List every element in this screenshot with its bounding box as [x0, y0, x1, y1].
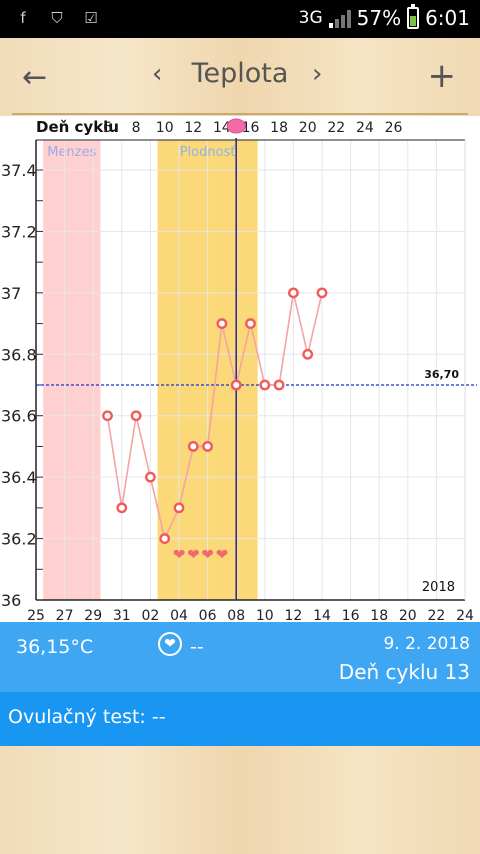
- temperature-point: [187, 441, 199, 452]
- y-tick-label: 36.8: [1, 345, 37, 364]
- x-date-label: 02: [141, 608, 159, 622]
- x-date-label: 25: [27, 608, 45, 622]
- temperature-point: [159, 533, 171, 544]
- heart-value: --: [190, 636, 204, 658]
- y-tick-label: 37.2: [1, 222, 37, 241]
- battery-percent: 57%: [356, 6, 402, 30]
- x-date-label: 06: [199, 608, 217, 622]
- cycle-tick-label: 22: [327, 120, 345, 136]
- add-entry-button[interactable]: +: [427, 56, 457, 96]
- battery-icon: [407, 4, 420, 29]
- cycle-tick-label: 18: [270, 120, 288, 136]
- x-date-label: 14: [313, 608, 331, 622]
- heart-icon[interactable]: ❤: [158, 632, 182, 656]
- temperature-point: [173, 502, 185, 514]
- status-bar: f ⛉ ☑ 3G 57% 6:01: [0, 0, 480, 38]
- y-tick-label: 36.6: [1, 407, 37, 426]
- cycle-tick-label: 12: [184, 120, 202, 136]
- temperature-point: [216, 318, 228, 329]
- back-arrow-icon[interactable]: ←: [22, 60, 48, 95]
- year-label: 2018: [422, 580, 455, 595]
- cycle-header-label: Deň cyklu: [36, 118, 119, 136]
- temperature-point: [259, 379, 271, 391]
- temperature-point: [302, 348, 314, 360]
- y-tick-label: 36.2: [1, 530, 37, 549]
- cycle-tick-label: 6: [103, 120, 112, 136]
- temperature-point: [116, 502, 128, 514]
- page-title: Teplota: [191, 58, 289, 89]
- temperature-point: [102, 410, 113, 422]
- ovulation-test-label: Ovulačný test: --: [8, 706, 166, 728]
- x-date-label: 31: [113, 608, 131, 622]
- network-type: 3G: [298, 8, 323, 28]
- temperature-point: [245, 318, 256, 329]
- clock: 6:01: [425, 6, 470, 30]
- cycle-tick-label: 14: [213, 120, 231, 136]
- current-date: 9. 2. 2018: [383, 634, 470, 654]
- x-date-label: 10: [256, 608, 274, 622]
- previous-chevron-icon[interactable]: ‹: [152, 59, 163, 89]
- heart-marker-icon: ❤: [201, 546, 214, 564]
- x-date-label: 29: [84, 608, 102, 622]
- heart-marker-icon: ❤: [173, 546, 186, 564]
- cycle-tick-label: 8: [132, 120, 141, 136]
- reference-label: 36,70: [424, 368, 459, 381]
- region-band: [43, 140, 101, 600]
- x-date-label: 08: [227, 608, 245, 622]
- cycle-tick-label: 10: [156, 120, 174, 136]
- region-label: Menzes: [47, 145, 96, 160]
- x-date-label: 12: [284, 608, 302, 622]
- temperature-point: [316, 287, 328, 299]
- x-date-label: 27: [56, 608, 74, 622]
- y-tick-label: 36.4: [1, 468, 37, 487]
- toolbar-divider: [12, 113, 468, 115]
- temperature-point: [130, 410, 142, 422]
- toolbar: ← ‹ Teplota › +: [0, 38, 480, 114]
- info-bar: 36,15°C ❤ -- 9. 2. 2018 Deň cyklu 13: [0, 622, 480, 692]
- cycle-day: Deň cyklu 13: [338, 660, 470, 684]
- cycle-tick-label: 16: [242, 120, 260, 136]
- ovulation-bar[interactable]: Ovulačný test: --: [0, 692, 480, 746]
- x-date-label: 22: [427, 608, 445, 622]
- cycle-tick-label: 20: [299, 120, 317, 136]
- y-tick-label: 37.4: [1, 161, 37, 180]
- temperature-point: [230, 379, 242, 391]
- current-day-marker: [226, 118, 246, 134]
- shield-icon: ⛉: [51, 9, 63, 27]
- y-tick-label: 36: [1, 591, 21, 610]
- cycle-tick-label: 26: [385, 120, 403, 136]
- x-date-label: 24: [456, 608, 474, 622]
- heart-marker-icon: ❤: [187, 546, 200, 564]
- temperature-point: [202, 441, 214, 452]
- x-date-label: 18: [370, 608, 388, 622]
- temperature-point: [287, 287, 299, 299]
- y-tick-label: 37: [1, 284, 21, 303]
- temperature-chart[interactable]: Menzes Plodnosť 37.4 37.2 37 36.8 36.6 36.4 36.2…: [0, 116, 480, 622]
- next-chevron-icon[interactable]: ›: [312, 59, 323, 89]
- x-date-label: 16: [342, 608, 360, 622]
- temperature-point: [273, 379, 285, 391]
- signal-icon: [328, 8, 351, 28]
- temperature-value: 36,15°C: [16, 636, 94, 658]
- chart-svg: Menzes Plodnosť37.437.23736.836.636.436.2…: [1, 118, 477, 622]
- cycle-tick-label: 24: [356, 120, 374, 136]
- temperature-series-line: [106, 292, 323, 542]
- x-date-label: 20: [399, 608, 417, 622]
- x-date-label: 04: [170, 608, 188, 622]
- facebook-icon: f: [20, 9, 26, 27]
- checklist-icon: ☑: [84, 9, 98, 27]
- temperature-point: [144, 471, 156, 483]
- heart-marker-icon: ❤: [216, 546, 229, 564]
